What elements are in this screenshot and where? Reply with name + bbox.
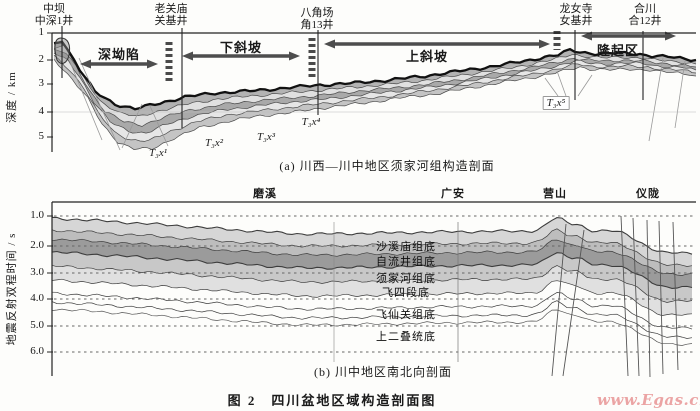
panel-b-gridlines (54, 215, 696, 353)
depth-tick: 2 (38, 53, 45, 65)
zone-extent-arrows (80, 31, 676, 69)
twt-tick: 4.0 (30, 292, 44, 304)
depth-tick: 4 (38, 105, 45, 117)
t3x5-leader-lines (544, 70, 593, 97)
panel-a-well-lines (61, 26, 644, 128)
panel-a-dashed-markers (165, 31, 561, 82)
panel-a-strata-lines (53, 40, 697, 150)
twt-tick: 1.0 (30, 209, 44, 221)
well-label-zhongba: 中坝 中深1井 (34, 3, 74, 27)
location-label-yingshan: 营山 (543, 188, 567, 200)
panel-b-faults-and-wells (333, 215, 679, 378)
zone-label-lower-slope: 下斜坡 (219, 40, 263, 55)
panel-frames-and-axes (47, 32, 696, 376)
depth-axis-label: 深度 / km (6, 71, 18, 123)
panel-b-strata-bands (52, 217, 692, 316)
horizon-label-xujiahe: 须家河组底 (376, 273, 436, 285)
stratum-label-t3x2: T₃x² (204, 137, 224, 149)
well-label-bajiaochang: 八角场 角13井 (300, 7, 334, 31)
watermark: www.Egas.cn (597, 391, 700, 409)
panel-b-caption: (b) 川中地区南北向剖面 (314, 365, 452, 379)
stratum-label-t3x1: T₃x¹ (148, 147, 168, 159)
depth-tick: 3 (38, 77, 45, 89)
depth-tick: 1 (38, 26, 45, 38)
twt-tick: 6.0 (30, 345, 44, 357)
location-label-guangan: 广安 (441, 188, 465, 200)
stratum-label-t3x4: T₃x⁴ (301, 116, 321, 128)
zone-label-deep-depression: 深坳陷 (97, 47, 141, 62)
zone-label-uplift-area: 隆起区 (596, 43, 640, 58)
location-label-moxi: 磨溪 (253, 188, 277, 200)
stratum-label-t3x5: T₃x⁵ (542, 96, 570, 110)
twt-axis-label: 地震反射双程时间 / s (6, 232, 18, 346)
horizon-label-feixianguan: 飞仙关组底 (376, 309, 436, 321)
twt-tick: 5.0 (30, 319, 44, 331)
depth-tick: 5 (38, 130, 45, 142)
zone-label-upper-slope: 上斜坡 (405, 49, 449, 64)
horizon-label-fei4: 飞四段底 (382, 287, 430, 299)
twt-tick: 3.0 (30, 266, 44, 278)
horizon-label-ziliujing: 自流井组底 (376, 256, 436, 268)
horizon-label-upper-permian: 上二叠统底 (376, 331, 436, 343)
panel-a-fault-lines (52, 57, 696, 151)
panel-a-caption: (a) 川西—川中地区须家河组构造剖面 (279, 159, 495, 173)
stratum-label-t3x3: T₃x³ (256, 131, 276, 143)
figure-caption: 图 2 四川盆地区域构造剖面图 (227, 393, 437, 408)
location-label-yilong: 仪陇 (636, 188, 660, 200)
well-label-laoguanmiao: 老关庙 关基井 (154, 3, 188, 27)
panel-b-horizon-lines (51, 216, 693, 346)
twt-tick: 2.0 (30, 239, 44, 251)
well-label-hechuan: 合川 合12井 (628, 3, 662, 27)
panel-a-strata-bands (54, 41, 696, 150)
well-label-longnvsi: 龙女寺 女基井 (559, 3, 593, 27)
horizon-label-shaximiao: 沙溪庙组底 (376, 241, 436, 253)
